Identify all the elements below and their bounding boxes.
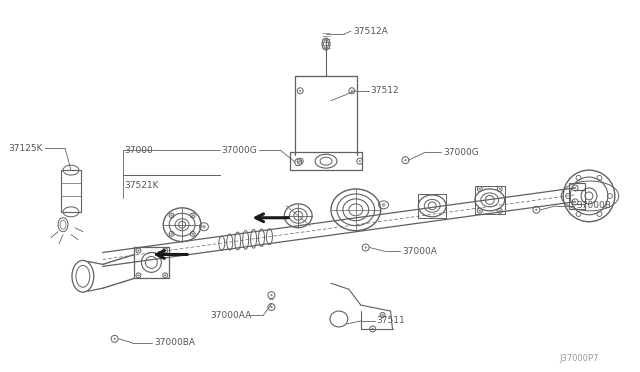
Ellipse shape	[271, 306, 272, 308]
Ellipse shape	[574, 201, 576, 203]
Text: 37125K: 37125K	[9, 144, 43, 153]
Ellipse shape	[271, 294, 272, 296]
Ellipse shape	[574, 187, 576, 189]
Bar	[291, 152, 362, 170]
Ellipse shape	[171, 233, 172, 235]
Ellipse shape	[536, 209, 537, 211]
Ellipse shape	[372, 328, 373, 330]
Text: 37000: 37000	[125, 146, 154, 155]
Ellipse shape	[138, 250, 139, 251]
Ellipse shape	[359, 160, 360, 162]
Ellipse shape	[404, 160, 406, 161]
Ellipse shape	[351, 90, 353, 92]
Ellipse shape	[171, 215, 172, 217]
Text: J37000P7: J37000P7	[559, 354, 599, 363]
Ellipse shape	[365, 247, 367, 248]
Text: 37000AA: 37000AA	[211, 311, 252, 320]
Text: 37000G: 37000G	[443, 148, 479, 157]
Ellipse shape	[192, 233, 193, 235]
Ellipse shape	[499, 188, 500, 190]
Text: 37511: 37511	[376, 317, 405, 326]
Text: 37521K: 37521K	[125, 180, 159, 189]
Bar	[569, 183, 585, 209]
Ellipse shape	[298, 161, 299, 163]
Ellipse shape	[114, 338, 115, 340]
Ellipse shape	[499, 210, 500, 212]
Text: 37512: 37512	[371, 86, 399, 95]
Ellipse shape	[382, 314, 383, 316]
Text: 37000B: 37000B	[576, 201, 611, 210]
Bar	[61, 170, 81, 212]
Ellipse shape	[164, 275, 166, 276]
Text: 37512A: 37512A	[353, 27, 388, 36]
Ellipse shape	[479, 188, 481, 190]
Ellipse shape	[202, 225, 205, 228]
Text: 37000BA: 37000BA	[154, 338, 195, 347]
Ellipse shape	[300, 160, 301, 162]
Text: 37000A: 37000A	[403, 247, 437, 256]
Ellipse shape	[164, 250, 166, 251]
Ellipse shape	[382, 203, 385, 206]
Ellipse shape	[192, 215, 193, 217]
Ellipse shape	[479, 210, 481, 212]
Ellipse shape	[300, 90, 301, 92]
Ellipse shape	[138, 275, 139, 276]
Bar	[134, 247, 169, 278]
Text: 37000G: 37000G	[221, 146, 257, 155]
